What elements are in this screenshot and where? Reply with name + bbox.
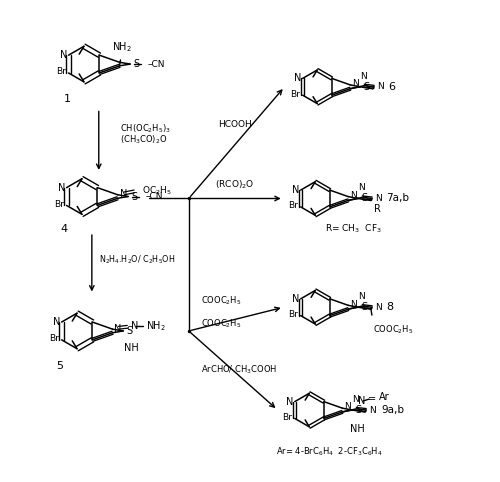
Text: N: N [358, 184, 364, 192]
Text: S: S [361, 302, 367, 312]
Text: S: S [133, 59, 140, 69]
Text: COOC$_2$H$_5$: COOC$_2$H$_5$ [200, 317, 241, 330]
Text: NH: NH [350, 424, 364, 434]
Text: 7a,b: 7a,b [386, 193, 409, 203]
Text: N: N [292, 185, 300, 195]
Text: 5: 5 [56, 361, 62, 371]
Text: N: N [352, 395, 358, 404]
Text: Ar= 4-BrC$_6$H$_4$  2-CF$_3$C$_6$H$_4$: Ar= 4-BrC$_6$H$_4$ 2-CF$_3$C$_6$H$_4$ [276, 446, 382, 458]
Text: N: N [120, 189, 127, 200]
Text: S: S [126, 326, 132, 336]
Text: (CH$_3$CO)$_2$O: (CH$_3$CO)$_2$O [120, 134, 167, 147]
Text: S: S [355, 405, 361, 415]
Text: –CN: –CN [146, 192, 164, 201]
Text: Br: Br [282, 413, 292, 422]
Text: R: R [374, 204, 381, 214]
Text: N: N [350, 300, 357, 308]
Text: N: N [60, 50, 68, 60]
Text: COOC$_2$H$_5$: COOC$_2$H$_5$ [373, 323, 414, 335]
Text: Br: Br [288, 310, 298, 319]
Text: N: N [294, 73, 302, 83]
Text: 6: 6 [388, 82, 396, 92]
Text: COOC$_2$H$_5$: COOC$_2$H$_5$ [200, 295, 241, 307]
Text: HCOOH: HCOOH [218, 120, 252, 129]
Text: 8: 8 [386, 302, 394, 312]
Text: N: N [375, 303, 382, 312]
Text: N: N [352, 79, 359, 88]
Text: N: N [358, 292, 364, 301]
Text: Br: Br [288, 201, 298, 211]
Text: Br: Br [56, 67, 66, 77]
Text: 1: 1 [64, 94, 70, 104]
Text: N$_2$H$_4$.H$_2$O/ C$_2$H$_5$OH: N$_2$H$_4$.H$_2$O/ C$_2$H$_5$OH [99, 254, 175, 266]
Text: S: S [361, 193, 367, 203]
Text: N: N [344, 402, 351, 412]
Text: N: N [350, 191, 357, 200]
Text: –CN: –CN [148, 60, 166, 68]
Text: N: N [377, 82, 384, 91]
Text: ArCHO/ CH$_3$COOH: ArCHO/ CH$_3$COOH [200, 364, 276, 376]
Text: R= CH$_3$  CF$_3$: R= CH$_3$ CF$_3$ [326, 222, 382, 235]
Text: N: N [58, 183, 66, 193]
Text: N: N [358, 396, 366, 406]
Text: N: N [114, 324, 121, 334]
Text: N: N [375, 194, 382, 203]
Text: =: = [368, 394, 376, 404]
Text: NH$_2$: NH$_2$ [146, 319, 166, 333]
Text: (RCO)$_2$O: (RCO)$_2$O [216, 178, 255, 190]
Text: N: N [53, 317, 60, 327]
Text: 9a,b: 9a,b [382, 405, 404, 415]
Text: N: N [360, 72, 366, 81]
Text: Br: Br [290, 90, 300, 99]
Text: NH$_2$: NH$_2$ [112, 40, 132, 54]
Text: S: S [363, 82, 369, 92]
Text: CH(OC$_2$H$_5$)$_3$: CH(OC$_2$H$_5$)$_3$ [120, 122, 170, 134]
Text: N: N [286, 397, 294, 407]
Text: NH: NH [124, 343, 138, 353]
Text: Br: Br [49, 335, 58, 343]
Text: S: S [131, 191, 138, 201]
Text: OC$_2$H$_5$: OC$_2$H$_5$ [142, 184, 172, 197]
Text: N: N [369, 405, 376, 415]
Text: Br: Br [54, 200, 64, 209]
Text: N: N [292, 294, 300, 304]
Text: Ar: Ar [379, 392, 390, 402]
Text: N: N [132, 321, 138, 331]
Text: 4: 4 [60, 224, 68, 234]
